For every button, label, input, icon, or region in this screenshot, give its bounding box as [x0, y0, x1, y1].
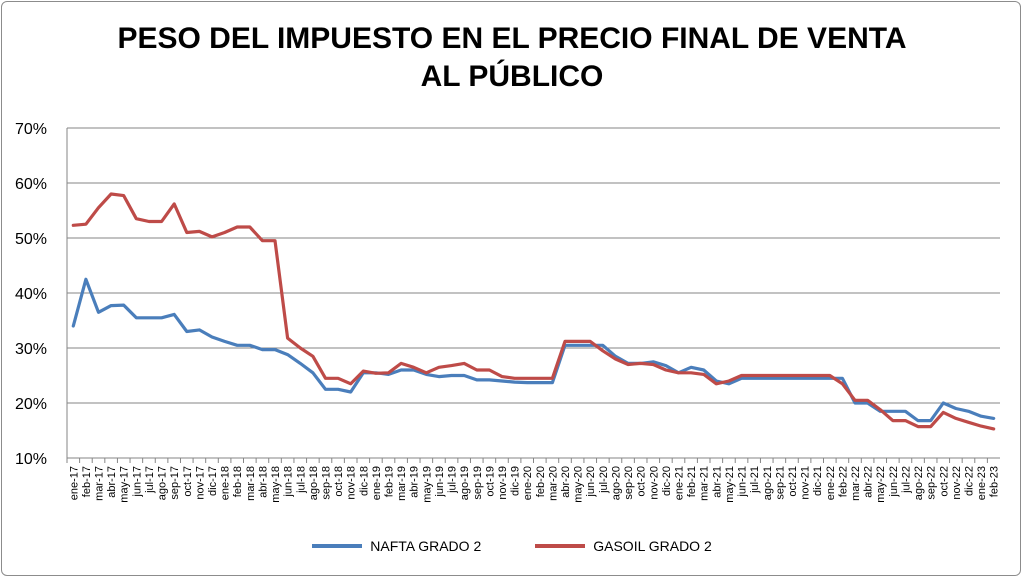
x-tick-label: sep-18 [320, 466, 332, 500]
x-tick-label: sep-17 [169, 466, 181, 500]
y-tick-label: 50% [15, 231, 47, 248]
x-tick-label: may-19 [421, 466, 433, 503]
y-tick-label: 70% [15, 121, 47, 138]
x-tick-label: ago-18 [308, 466, 320, 500]
x-tick-label: dic-17 [207, 466, 219, 496]
y-tick-label: 40% [15, 286, 47, 303]
x-tick-label: oct-17 [182, 466, 194, 497]
x-tick-label: jun-19 [434, 466, 446, 498]
x-tick-label: abr-17 [106, 466, 118, 498]
x-tick-label: may-17 [119, 466, 131, 503]
x-tick-label: ago-17 [157, 466, 169, 500]
chart-title-line1: PESO DEL IMPUESTO EN EL PRECIO FINAL DE … [117, 22, 907, 55]
x-tick-label: jun-21 [737, 466, 749, 498]
x-tick-label: feb-19 [384, 466, 396, 497]
x-tick-label: mar-21 [699, 466, 711, 501]
x-tick-label: ene-21 [673, 466, 685, 500]
x-tick-label: jun-20 [585, 466, 597, 498]
x-tick-label: jun-17 [131, 466, 143, 498]
x-tick-label: dic-19 [510, 466, 522, 496]
series-line-gasoil [71, 192, 996, 431]
x-tick-label: jul-21 [749, 466, 761, 494]
x-tick-label: ene-20 [522, 466, 534, 500]
y-tick-label: 60% [15, 176, 47, 193]
legend-swatch-gasoil [535, 544, 586, 548]
series-line-nafta [71, 277, 996, 423]
x-tick-label: oct-18 [333, 466, 345, 497]
x-tick-label: dic-18 [358, 466, 370, 496]
x-tick-label: may-22 [875, 466, 887, 503]
chart-title: PESO DEL IMPUESTO EN EL PRECIO FINAL DE … [0, 20, 1024, 96]
x-tick-label: oct-22 [938, 466, 950, 497]
x-tick-label: mar-19 [396, 466, 408, 501]
x-tick-label: dic-20 [661, 466, 673, 496]
x-tick-label: feb-22 [837, 466, 849, 497]
x-tick-label: oct-20 [636, 466, 648, 497]
x-tick-label: nov-19 [497, 466, 509, 500]
x-tick-label: jul-18 [295, 466, 307, 494]
x-tick-label: jun-22 [888, 466, 900, 498]
x-tick-label: sep-21 [774, 466, 786, 500]
x-tick-label: feb-20 [535, 466, 547, 497]
x-tick-label: ene-17 [68, 466, 80, 500]
y-tick-label: 10% [15, 451, 47, 468]
x-tick-label: ago-22 [913, 466, 925, 500]
x-tick-label: dic-21 [812, 466, 824, 496]
x-tick-label: sep-19 [472, 466, 484, 500]
x-tick-label: jul-22 [900, 466, 912, 494]
chart-title-line2: AL PÚBLICO [420, 60, 604, 93]
x-tick-label: mar-18 [245, 466, 257, 501]
x-tick-label: abr-21 [711, 466, 723, 498]
x-tick-label: oct-21 [787, 466, 799, 497]
x-tick-label: ene-22 [825, 466, 837, 500]
x-tick-label: ene-18 [220, 466, 232, 500]
x-tick-label: nov-20 [648, 466, 660, 500]
x-tick-label: oct-19 [484, 466, 496, 497]
x-tick-label: nov-17 [194, 466, 206, 500]
legend-label-gasoil: GASOIL GRADO 2 [593, 538, 712, 554]
x-tick-label: nov-18 [346, 466, 358, 500]
legend-label-nafta: NAFTA GRADO 2 [370, 538, 482, 554]
x-tick-label: jul-19 [447, 466, 459, 494]
x-tick-label: nov-22 [951, 466, 963, 500]
x-tick-label: ago-21 [762, 466, 774, 500]
x-tick-label: feb-17 [81, 466, 93, 497]
x-tick-label: ago-20 [610, 466, 622, 500]
x-tick-label: may-21 [724, 466, 736, 503]
x-tick-label: ene-23 [976, 466, 988, 500]
x-tick-label: abr-18 [257, 466, 269, 498]
x-tick-label: ago-19 [459, 466, 471, 500]
legend-swatch-nafta [312, 544, 363, 548]
x-tick-label: mar-22 [850, 466, 862, 501]
x-tick-label: mar-17 [94, 466, 106, 501]
x-tick-label: jul-17 [144, 466, 156, 494]
x-tick-label: feb-21 [686, 466, 698, 497]
x-tick-label: abr-20 [560, 466, 572, 498]
x-tick-label: may-18 [270, 466, 282, 503]
x-tick-label: jul-20 [598, 466, 610, 494]
x-tick-label: sep-20 [623, 466, 635, 500]
x-tick-label: jun-18 [283, 466, 295, 498]
x-tick-label: may-20 [573, 466, 585, 503]
chart-legend: NAFTA GRADO 2 GASOIL GRADO 2 [0, 538, 1024, 554]
x-tick-label: feb-18 [232, 466, 244, 497]
x-tick-label: sep-22 [926, 466, 938, 500]
x-tick-label: ene-19 [371, 466, 383, 500]
y-tick-label: 30% [15, 341, 47, 358]
x-tick-label: dic-22 [963, 466, 975, 496]
y-tick-label: 20% [15, 396, 47, 413]
x-tick-label: feb-23 [989, 466, 1001, 497]
x-tick-label: abr-19 [409, 466, 421, 498]
legend-item-gasoil: GASOIL GRADO 2 [535, 538, 712, 554]
x-tick-label: abr-22 [863, 466, 875, 498]
x-tick-label: nov-21 [800, 466, 812, 500]
x-tick-label: mar-20 [547, 466, 559, 501]
legend-item-nafta: NAFTA GRADO 2 [312, 538, 481, 554]
